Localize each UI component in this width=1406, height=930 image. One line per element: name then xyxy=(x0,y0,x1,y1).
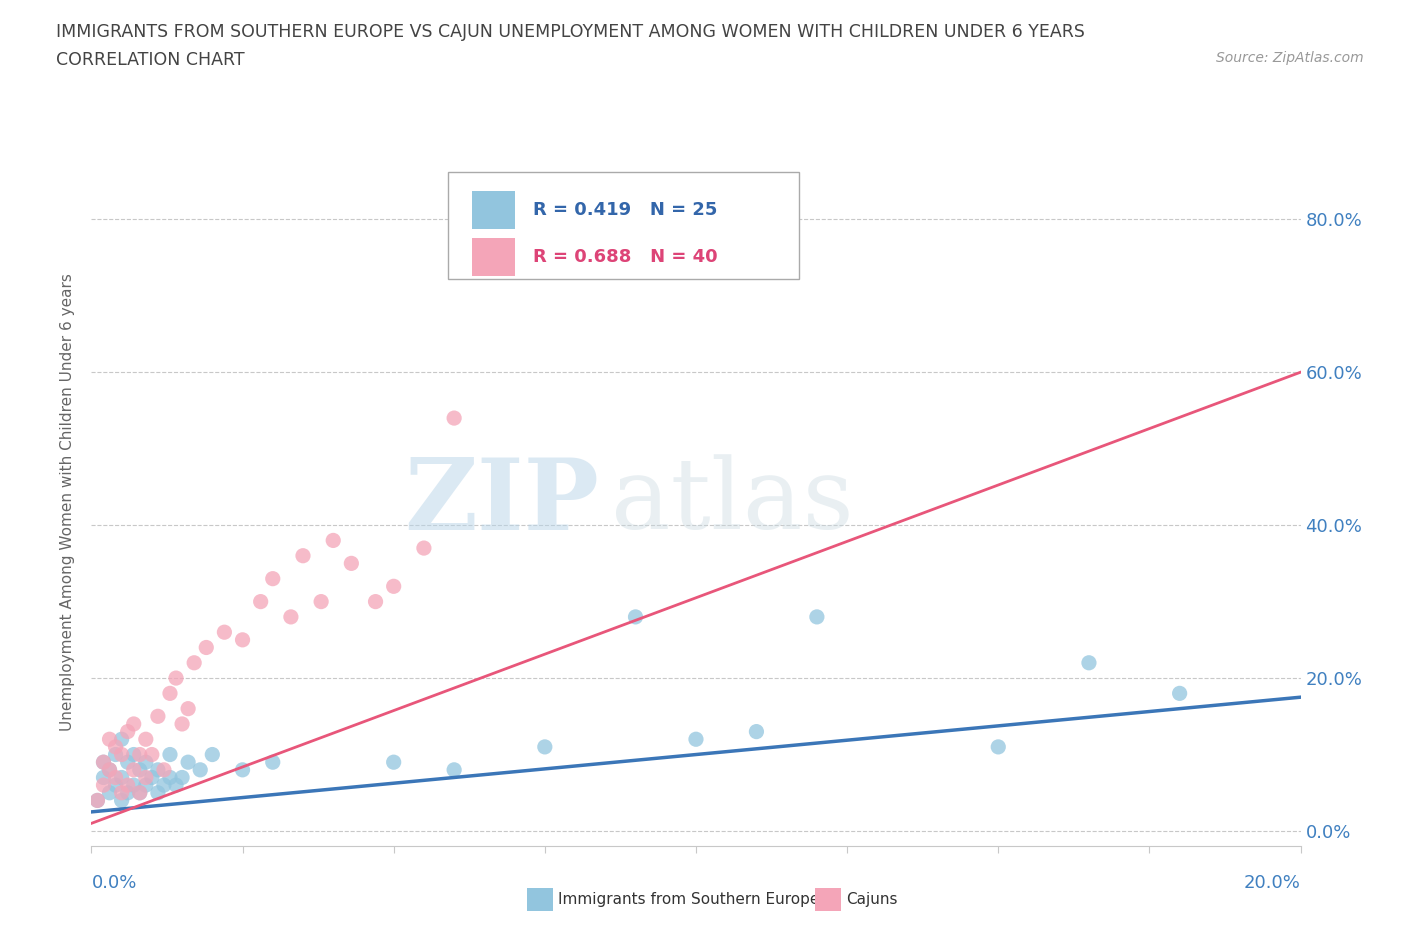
Text: IMMIGRANTS FROM SOUTHERN EUROPE VS CAJUN UNEMPLOYMENT AMONG WOMEN WITH CHILDREN : IMMIGRANTS FROM SOUTHERN EUROPE VS CAJUN… xyxy=(56,23,1085,41)
Point xyxy=(231,632,253,647)
Point xyxy=(146,763,169,777)
Point xyxy=(135,732,157,747)
Point xyxy=(153,777,176,792)
Point xyxy=(172,770,194,785)
Point xyxy=(104,747,127,762)
Point xyxy=(165,671,187,685)
Point xyxy=(262,755,284,770)
Point xyxy=(443,411,465,426)
Point xyxy=(624,609,647,624)
Point xyxy=(111,770,132,785)
Text: CORRELATION CHART: CORRELATION CHART xyxy=(56,51,245,69)
Point xyxy=(122,747,145,762)
Point xyxy=(135,770,157,785)
Point xyxy=(188,763,211,777)
Point xyxy=(292,549,315,564)
Point xyxy=(443,763,465,777)
Text: R = 0.688   N = 40: R = 0.688 N = 40 xyxy=(533,248,717,266)
Point xyxy=(159,686,181,701)
Point xyxy=(153,763,176,777)
Point xyxy=(128,785,150,800)
Point xyxy=(104,777,127,792)
Point xyxy=(146,785,169,800)
Point xyxy=(159,770,181,785)
Text: R = 0.419   N = 25: R = 0.419 N = 25 xyxy=(533,201,717,219)
FancyBboxPatch shape xyxy=(472,192,515,229)
Point xyxy=(111,793,132,808)
Point xyxy=(159,747,181,762)
Point xyxy=(86,793,108,808)
Point xyxy=(122,763,145,777)
Text: ZIP: ZIP xyxy=(405,454,599,551)
Point xyxy=(172,716,194,731)
Point xyxy=(1077,656,1099,671)
Point xyxy=(280,609,302,624)
Point xyxy=(382,755,405,770)
Point xyxy=(262,571,284,586)
FancyBboxPatch shape xyxy=(472,238,515,276)
Point xyxy=(122,777,145,792)
Point xyxy=(98,732,121,747)
Point xyxy=(98,763,121,777)
Point xyxy=(141,747,163,762)
Point xyxy=(117,777,139,792)
Point xyxy=(93,755,115,770)
Text: 0.0%: 0.0% xyxy=(91,874,136,892)
Point xyxy=(1168,686,1191,701)
Point xyxy=(128,747,150,762)
Point xyxy=(98,763,121,777)
Point xyxy=(122,716,145,731)
Text: Immigrants from Southern Europe: Immigrants from Southern Europe xyxy=(558,892,820,907)
Point xyxy=(104,739,127,754)
Point xyxy=(128,785,150,800)
Text: atlas: atlas xyxy=(612,454,853,551)
Point xyxy=(135,777,157,792)
Point xyxy=(146,709,169,724)
Point xyxy=(201,747,224,762)
Point xyxy=(128,763,150,777)
Point xyxy=(195,640,218,655)
Point xyxy=(117,724,139,739)
Text: Cajuns: Cajuns xyxy=(846,892,898,907)
Point xyxy=(177,701,200,716)
Point xyxy=(93,777,115,792)
Point xyxy=(340,556,363,571)
Point xyxy=(111,785,132,800)
Point xyxy=(309,594,332,609)
Point xyxy=(413,540,436,555)
FancyBboxPatch shape xyxy=(449,172,799,279)
Point xyxy=(685,732,707,747)
Point xyxy=(98,785,121,800)
Point xyxy=(745,724,768,739)
Point xyxy=(382,578,405,593)
Point xyxy=(104,770,127,785)
Text: 20.0%: 20.0% xyxy=(1244,874,1301,892)
Point xyxy=(86,793,108,808)
Text: Source: ZipAtlas.com: Source: ZipAtlas.com xyxy=(1216,51,1364,65)
Point xyxy=(165,777,187,792)
Y-axis label: Unemployment Among Women with Children Under 6 years: Unemployment Among Women with Children U… xyxy=(60,273,76,731)
Point xyxy=(117,755,139,770)
Point xyxy=(322,533,344,548)
Point xyxy=(111,747,132,762)
Point xyxy=(249,594,271,609)
Point xyxy=(177,755,200,770)
Point xyxy=(364,594,387,609)
Point xyxy=(111,732,132,747)
Point xyxy=(231,763,253,777)
Point xyxy=(117,785,139,800)
Point xyxy=(214,625,236,640)
Point xyxy=(141,770,163,785)
Point xyxy=(183,656,205,671)
Point xyxy=(93,770,115,785)
Point xyxy=(135,755,157,770)
Point xyxy=(491,212,513,227)
Point xyxy=(806,609,828,624)
Point xyxy=(533,739,555,754)
Point xyxy=(93,755,115,770)
Point xyxy=(987,739,1010,754)
